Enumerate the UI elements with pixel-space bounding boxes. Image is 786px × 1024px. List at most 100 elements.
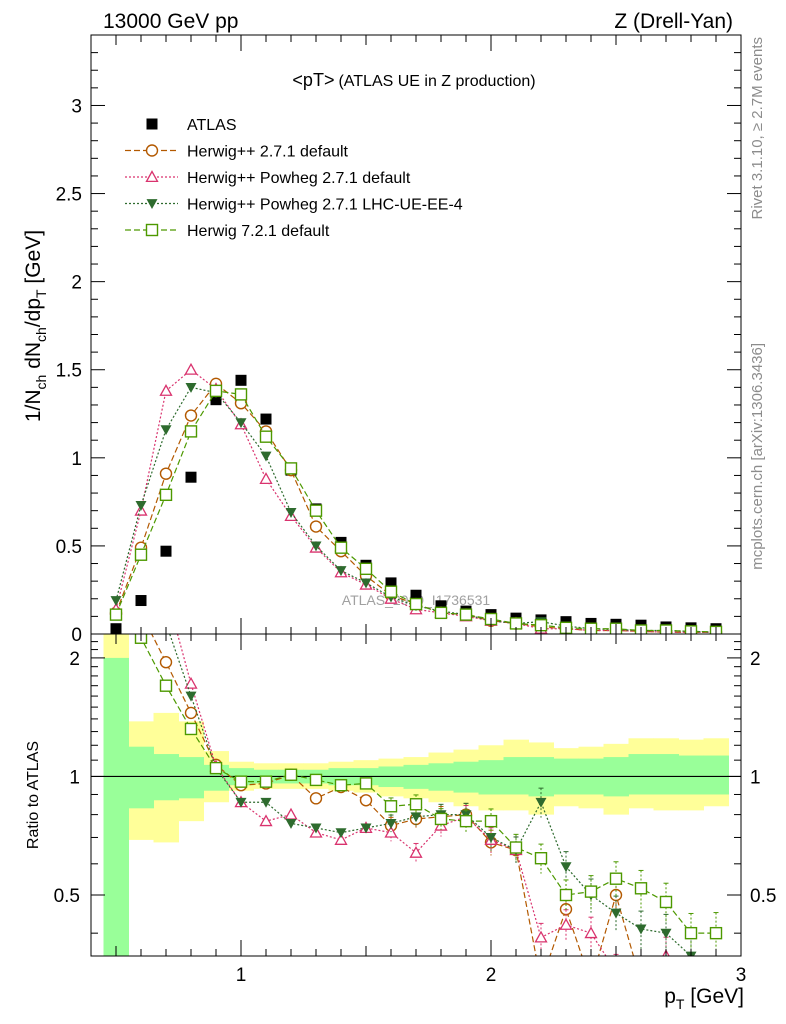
ratio-line — [169, 634, 692, 956]
data-point — [185, 382, 197, 393]
ratio-point — [159, 656, 173, 669]
ratio-y-tick-label: 1 — [69, 767, 80, 788]
ratio-point — [535, 797, 547, 808]
ratio-point — [259, 814, 273, 827]
chart-title: <pT> (ATLAS UE in Z production) — [292, 70, 535, 90]
legend-marker — [145, 223, 159, 237]
ratio-point — [410, 812, 422, 823]
ratio-point — [285, 818, 297, 829]
data-point — [259, 430, 273, 443]
data-point — [284, 462, 298, 475]
y-tick-label: 3 — [71, 96, 82, 117]
x-tick-label: 2 — [486, 965, 497, 986]
header-right: Z (Drell-Yan) — [614, 10, 733, 33]
ratio-point — [284, 807, 298, 820]
y-tick-label: 1.5 — [56, 361, 82, 382]
top-panel-data — [109, 362, 723, 634]
top-panel-axes: 0 0.5 1 1.5 2 2.5 3 — [56, 35, 742, 646]
ratio-point — [560, 862, 572, 873]
ratio-point — [259, 775, 273, 788]
legend-label: ATLAS — [187, 117, 237, 134]
ratio-y-tick-label-right: 2 — [750, 649, 761, 670]
stat-band — [103, 657, 129, 956]
ratio-point — [260, 797, 272, 808]
data-point — [335, 566, 347, 577]
data-point — [135, 595, 147, 607]
y-tick-label: 1 — [71, 449, 82, 470]
y-tick-label: 2 — [71, 273, 82, 294]
stat-band — [703, 755, 729, 795]
ratio-point — [584, 885, 598, 898]
data-point — [385, 577, 397, 589]
data-point — [310, 541, 322, 552]
y-tick-label: 0 — [71, 625, 82, 646]
ratio-point — [185, 691, 197, 702]
ratio-point — [534, 852, 548, 865]
legend-entry: Herwig 7.2.1 default — [125, 223, 330, 240]
ratio-point — [184, 722, 198, 736]
data-point — [234, 388, 248, 401]
chart-title-main: <pT> — [292, 70, 334, 90]
data-point — [184, 362, 198, 375]
ratio-point — [434, 812, 448, 826]
data-point — [360, 578, 372, 589]
stat-band — [628, 754, 654, 795]
ratio-point — [284, 768, 298, 781]
ratio-point — [359, 777, 373, 790]
ratio-point — [136, 608, 147, 619]
legend-entry: Herwig++ Powheg 2.7.1 default — [125, 170, 411, 187]
stat-band — [128, 746, 154, 809]
legend-label: Herwig++ Powheg 2.7.1 LHC-UE-EE-4 — [187, 197, 463, 214]
ratio-point — [184, 706, 198, 720]
ratio-point — [111, 534, 122, 545]
ratio-point — [660, 928, 672, 939]
ratio-point — [385, 818, 397, 829]
ratio-ylabel: Ratio to ATLAS — [25, 741, 42, 849]
data-point — [109, 608, 123, 621]
ratio-point — [536, 977, 547, 988]
ratio-point — [111, 543, 122, 554]
ratio-point — [334, 833, 348, 845]
ratio-point — [159, 679, 173, 692]
chart-title-sub: (ATLAS UE in Z production) — [338, 73, 535, 90]
data-point — [159, 488, 173, 502]
ratio-point — [659, 895, 673, 909]
mcplots-label: mcplots.cern.ch [arXiv:1306.3436] — [749, 343, 766, 570]
legend-entry: Herwig++ 2.7.1 default — [125, 144, 349, 161]
stat-band — [653, 754, 679, 795]
ratio-point — [384, 800, 398, 813]
ratio-point — [409, 798, 423, 811]
legend-marker — [146, 118, 158, 130]
ratio-point — [310, 823, 322, 834]
ratio-point — [485, 833, 497, 843]
ratio-point — [161, 586, 172, 596]
ratio-y-tick-label: 0.5 — [54, 886, 80, 907]
ratio-point — [534, 930, 548, 943]
ratio-point — [459, 814, 473, 828]
x-tick-label: 3 — [736, 965, 747, 986]
ratio-point — [184, 676, 198, 689]
ratio-panel-data — [111, 514, 723, 988]
ratio-series-3 — [111, 543, 723, 956]
ratio-point — [235, 797, 247, 808]
ratio-point — [584, 926, 598, 939]
ratio-point — [586, 977, 597, 988]
data-point — [434, 606, 448, 620]
data-point — [160, 425, 172, 436]
ratio-point — [636, 977, 647, 987]
data-point — [184, 409, 198, 422]
legend-marker — [145, 144, 159, 157]
data-point — [160, 545, 172, 557]
stat-band — [478, 760, 504, 795]
ratio-y-tick-label-right: 1 — [750, 767, 761, 788]
ratio-point — [111, 514, 122, 524]
legend-entry: Herwig++ Powheg 2.7.1 LHC-UE-EE-4 — [125, 197, 463, 214]
data-point — [435, 600, 447, 612]
ratio-point — [609, 872, 623, 885]
data-point — [409, 597, 423, 611]
legend-label: Herwig++ 2.7.1 default — [187, 144, 349, 161]
ratio-point — [309, 773, 323, 787]
stat-band — [678, 755, 704, 795]
data-point — [235, 418, 247, 429]
